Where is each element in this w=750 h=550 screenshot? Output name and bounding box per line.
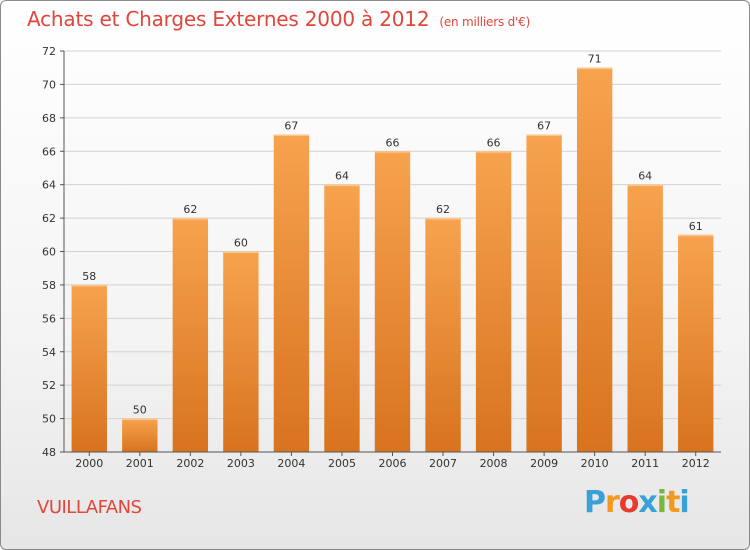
- y-tick-label: 52: [42, 379, 56, 392]
- data-label: 62: [183, 203, 197, 216]
- logo-letter: r: [605, 485, 620, 520]
- bar-2007: [425, 218, 461, 452]
- bar-2011: [627, 184, 663, 452]
- x-tick-label: 2000: [75, 457, 103, 470]
- y-tick-label: 70: [42, 78, 56, 91]
- bar-top-highlight: [273, 134, 310, 137]
- bar-2000: [71, 284, 107, 452]
- chart-title-text: Achats et Charges Externes 2000 à 2012: [27, 7, 430, 31]
- y-tick-label: 68: [42, 112, 56, 125]
- data-label: 64: [638, 170, 652, 183]
- logo-letter: P: [584, 485, 606, 520]
- bar-2004: [273, 134, 310, 452]
- bar-2006: [374, 151, 411, 452]
- data-label: 66: [487, 136, 501, 149]
- logo-letter: i: [656, 485, 667, 520]
- x-tick-label: 2009: [530, 457, 558, 470]
- data-label: 61: [689, 220, 703, 233]
- data-label: 60: [234, 237, 248, 250]
- data-label: 64: [335, 170, 349, 183]
- x-tick-label: 2003: [227, 457, 255, 470]
- commune-name: VUILLAFANS: [37, 497, 142, 518]
- x-tick-label: 2005: [328, 457, 356, 470]
- x-tick-label: 2012: [682, 457, 710, 470]
- data-label: 71: [588, 53, 602, 66]
- bar-top-highlight: [576, 67, 613, 70]
- y-tick-label: 48: [42, 446, 56, 459]
- bar-top-highlight: [374, 151, 411, 153]
- data-label: 67: [537, 120, 551, 133]
- y-tick-label: 66: [42, 145, 56, 158]
- proxiti-logo: Proxiti: [584, 485, 690, 520]
- x-tick-label: 2004: [277, 457, 305, 470]
- logo-letter: x: [638, 485, 657, 520]
- chart-title: Achats et Charges Externes 2000 à 2012 (e…: [27, 7, 530, 31]
- axes: 48 50 52 54 56 58 60 62 64 66 68 70 72 2000 2001 2002 20…: [42, 45, 721, 470]
- bar-top-highlight: [475, 151, 512, 153]
- y-tick-label: 56: [42, 312, 56, 325]
- y-tick-label: 50: [42, 413, 56, 426]
- y-tick-label: 64: [42, 179, 56, 192]
- x-tick-label: 2001: [126, 457, 154, 470]
- logo-letter: t: [666, 485, 680, 520]
- data-label: 66: [386, 136, 400, 149]
- chart-subtitle: (en milliers d'€): [439, 15, 531, 29]
- bar-top-highlight: [71, 284, 107, 287]
- y-tick-label: 58: [42, 279, 56, 292]
- data-label: 50: [133, 404, 147, 417]
- data-label: 62: [436, 203, 450, 216]
- bar-2001: [122, 418, 158, 452]
- y-tick-label: 72: [42, 45, 56, 58]
- bar-2005: [324, 184, 360, 452]
- x-tick-label: 2011: [631, 457, 659, 470]
- bar-top-highlight: [627, 184, 663, 187]
- x-tick-label: 2010: [581, 457, 609, 470]
- bar-2002: [172, 218, 209, 452]
- x-tick-label: 2007: [429, 457, 457, 470]
- bar-top-highlight: [223, 251, 259, 253]
- bar-top-highlight: [526, 134, 562, 137]
- data-label: 58: [82, 270, 96, 283]
- bar-top-highlight: [678, 234, 714, 237]
- bar-2008: [475, 151, 512, 452]
- bar-top-highlight: [172, 218, 209, 220]
- y-tick-label: 60: [42, 246, 56, 259]
- bar-top-highlight: [324, 184, 360, 187]
- bar-2009: [526, 134, 562, 452]
- bar-2010: [576, 67, 613, 452]
- bar-2003: [223, 251, 259, 452]
- bars: 58 50 62 60 67 64 66 62 66 67 71 64 61: [71, 53, 714, 452]
- bar-top-highlight: [122, 418, 158, 421]
- y-tick-label: 62: [42, 212, 56, 225]
- x-tick-label: 2002: [176, 457, 204, 470]
- bar-top-highlight: [425, 218, 461, 220]
- logo-letter: i: [679, 485, 689, 520]
- bar-2012: [678, 234, 714, 452]
- data-label: 67: [284, 120, 298, 133]
- y-tick-label: 54: [42, 346, 56, 359]
- x-tick-label: 2006: [379, 457, 407, 470]
- x-tick-label: 2008: [480, 457, 508, 470]
- logo-letter: o: [618, 485, 640, 520]
